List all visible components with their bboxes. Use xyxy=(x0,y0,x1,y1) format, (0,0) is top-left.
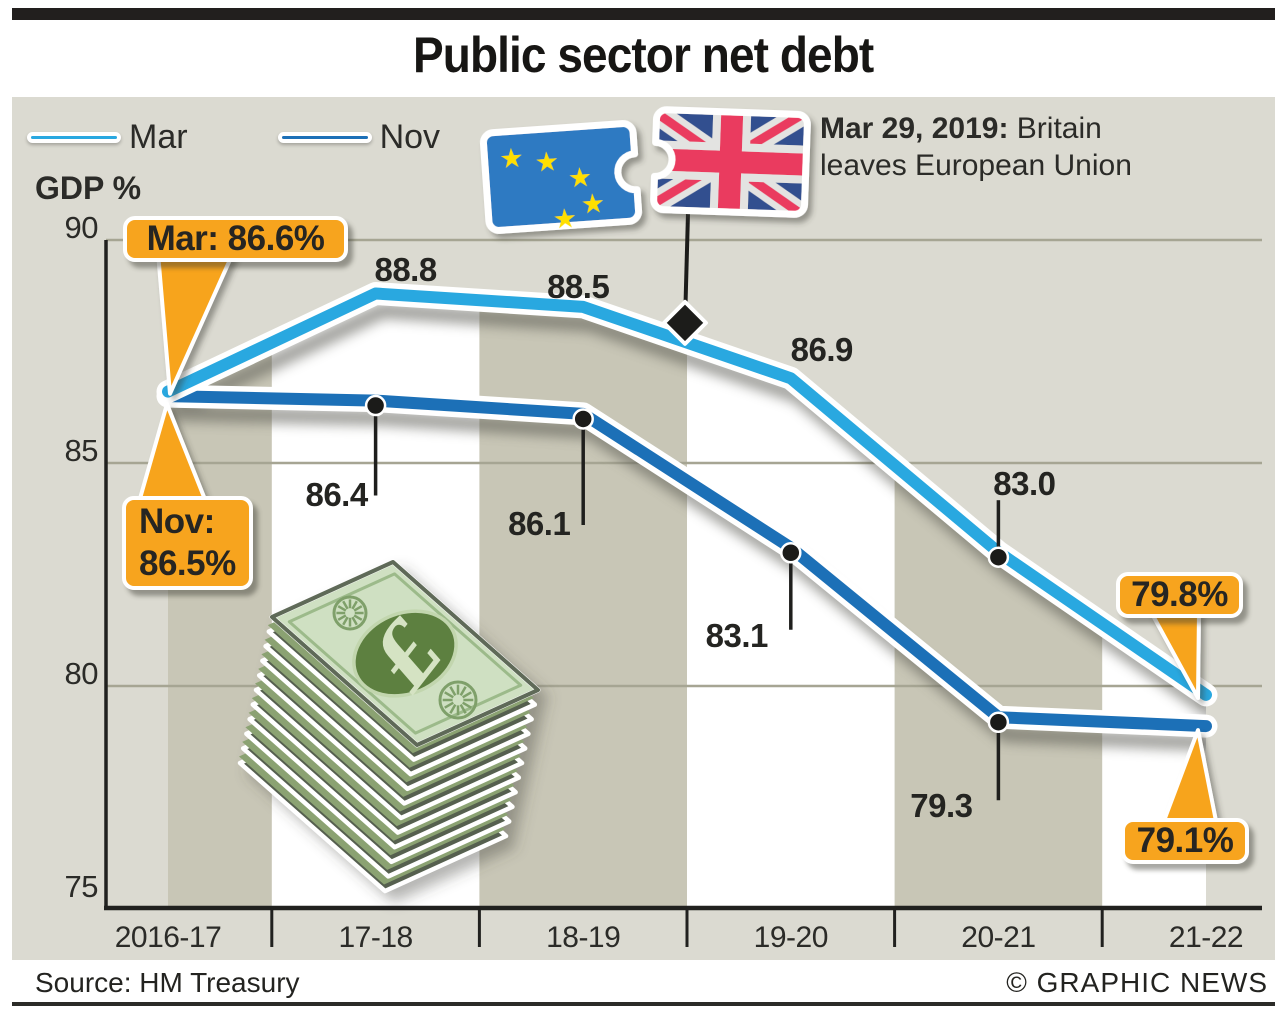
callout-mar-end: 79.8% xyxy=(1116,572,1243,618)
callout-nov-end: 79.1% xyxy=(1121,818,1249,864)
uk-flag-icon xyxy=(650,106,811,218)
callout-nov-line1: Nov: xyxy=(139,502,215,541)
legend-nov-swatch xyxy=(277,132,372,143)
pound-notes-stack-icon: £ xyxy=(237,559,541,894)
brexit-date: Mar 29, 2019: xyxy=(820,112,1009,145)
data-point-nov-20-21 xyxy=(987,711,1010,733)
eu-star: ★ xyxy=(567,162,593,195)
chart-legend: Mar Nov xyxy=(27,118,440,157)
legend-mar-label: Mar xyxy=(129,118,188,156)
callout-mar-start: Mar: 86.6% xyxy=(123,216,348,262)
page-title: Public sector net debt xyxy=(0,26,1287,84)
legend-mar-swatch xyxy=(27,132,121,143)
line-nov xyxy=(162,390,1212,733)
callout-nov-line2: 86.5% xyxy=(139,544,236,583)
y-axis-title: GDP % xyxy=(35,170,142,206)
data-point-nov-19-20 xyxy=(780,541,802,564)
brexit-annotation-text: Mar 29, 2019: Britain leaves European Un… xyxy=(820,110,1132,184)
page-title-text: Public sector net debt xyxy=(413,27,874,83)
brexit-diamond-marker xyxy=(662,299,708,346)
brexit-line1-rest: Britain xyxy=(1008,112,1102,145)
credit-text: © GRAPHIC NEWS xyxy=(1006,967,1268,998)
brexit-flags-group: ★ ★ ★ ★ ★ xyxy=(479,106,811,236)
bottom-rule xyxy=(12,1002,1275,1006)
top-black-bar xyxy=(12,8,1275,20)
source-text: Source: HM Treasury xyxy=(35,967,300,998)
eu-star: ★ xyxy=(552,203,578,236)
eu-star: ★ xyxy=(580,188,606,221)
brexit-annotation-line1: Mar 29, 2019: Britain xyxy=(820,110,1132,147)
legend-nov-label: Nov xyxy=(379,118,441,156)
eu-flag-icon: ★ ★ ★ ★ ★ xyxy=(479,120,643,236)
eu-star: ★ xyxy=(534,146,560,179)
brexit-annotation-line2: leaves European Union xyxy=(820,149,1132,182)
callout-nov-start: Nov: 86.5% xyxy=(122,496,253,590)
eu-star: ★ xyxy=(498,143,524,176)
data-point-mar-20-21 xyxy=(987,546,1010,568)
data-point-nov-17-18 xyxy=(364,394,387,417)
data-point-nov-18-19 xyxy=(572,408,594,430)
